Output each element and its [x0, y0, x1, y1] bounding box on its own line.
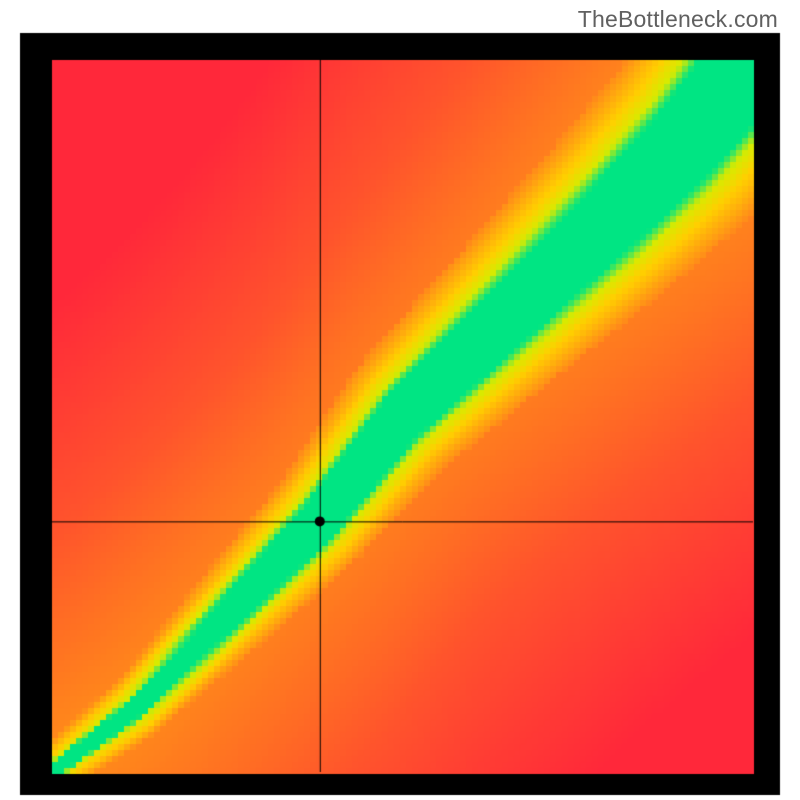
watermark-text: TheBottleneck.com	[578, 6, 778, 33]
chart-container: TheBottleneck.com	[0, 0, 800, 800]
bottleneck-heatmap-canvas	[0, 0, 800, 800]
